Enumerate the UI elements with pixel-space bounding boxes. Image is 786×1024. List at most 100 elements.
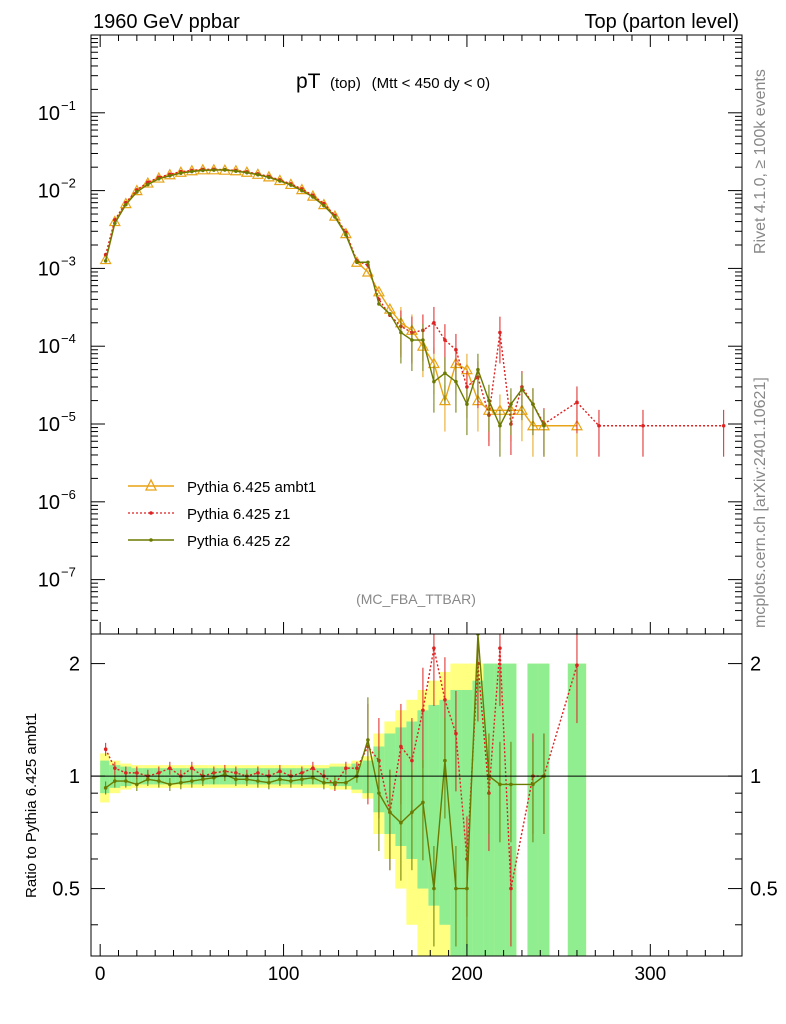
ratio-point <box>157 779 161 783</box>
data-point <box>520 387 524 392</box>
data-point <box>179 171 183 175</box>
data-point <box>103 259 108 263</box>
legend-marker-triangle <box>144 478 158 491</box>
ratio-point <box>465 886 469 891</box>
band-green-bin <box>567 663 587 956</box>
ratio-y-label: Ratio to Pythia 6.425 ambt1 <box>23 713 40 898</box>
data-point <box>399 330 403 335</box>
data-point <box>289 183 293 187</box>
ratio-y-tick-label: 2 <box>69 654 80 676</box>
data-point <box>168 173 172 178</box>
ratio-point <box>113 779 117 783</box>
data-point <box>443 371 447 375</box>
ratio-point <box>234 777 238 782</box>
ratio-point <box>531 782 535 787</box>
ratio-point <box>157 771 161 775</box>
ratio-point <box>443 698 447 702</box>
y-tick-label: 10 <box>38 103 60 125</box>
data-point <box>124 202 128 207</box>
legend-entry-z2: Pythia 6.425 z2 <box>128 533 290 550</box>
plot-title: pT (top) (Mtt < 450 dy < 0) <box>296 70 490 93</box>
data-point <box>146 182 150 187</box>
ratio-point <box>146 777 150 782</box>
legend: Pythia 6.425 ambt1 Pythia 6.425 z1 Pythi… <box>128 478 316 550</box>
band-green-bin <box>472 680 484 956</box>
data-point <box>421 338 425 342</box>
data-point <box>487 398 491 403</box>
data-point <box>157 176 161 181</box>
data-point <box>311 195 315 199</box>
header-right: Top (parton level) <box>584 11 739 33</box>
axis-ticks <box>91 34 742 956</box>
y-tick-label: 10 <box>38 336 60 358</box>
ratio-point <box>267 780 271 785</box>
ratio-point <box>311 775 315 780</box>
data-point <box>339 227 352 239</box>
ratio-y-tick-label-right: 0.5 <box>750 879 778 901</box>
ratio-point <box>399 820 403 825</box>
ratio-point <box>278 777 282 782</box>
ratio-point <box>355 766 359 770</box>
data-point <box>344 233 348 237</box>
data-point <box>322 203 326 208</box>
data-point <box>498 423 502 428</box>
ratio-point <box>410 810 414 815</box>
x-tick-label: 0 <box>95 964 106 985</box>
mcplots-label: mcplots.cern.ch [arXiv:2401.10621] <box>752 377 769 628</box>
ratio-point <box>234 771 238 775</box>
ratio-point <box>344 780 348 785</box>
y-tick-label: 10 <box>38 258 60 280</box>
data-point <box>174 166 187 177</box>
data-point <box>432 320 436 325</box>
data-point <box>185 164 198 176</box>
ratio-point <box>377 791 381 795</box>
ratio-point <box>289 779 293 783</box>
ratio-point <box>509 782 513 787</box>
header-left: 1960 GeV ppbar <box>93 11 240 33</box>
ratio-point <box>388 810 392 815</box>
data-point <box>454 347 458 352</box>
ratio-point <box>300 777 304 782</box>
legend-entry-z1: Pythia 6.425 z1 <box>128 506 290 523</box>
data-point <box>575 400 579 405</box>
band-green-bin <box>428 704 440 906</box>
ratio-point <box>212 775 216 780</box>
data-point <box>377 302 381 306</box>
y-tick-exponent: −1 <box>61 98 76 113</box>
ratio-point <box>168 766 172 770</box>
ratio-point <box>135 782 139 787</box>
data-point <box>99 253 112 265</box>
data-point <box>597 423 601 428</box>
data-point <box>476 367 480 372</box>
data-point <box>223 168 227 172</box>
ratio-point <box>432 646 436 650</box>
data-point <box>256 172 260 177</box>
data-point <box>410 338 414 342</box>
ratio-point <box>432 886 436 891</box>
ratio-line-1 <box>105 634 545 890</box>
data-point <box>267 175 271 180</box>
band-green-bin <box>100 760 110 794</box>
uncertainty-bands <box>100 663 587 956</box>
ratio-point <box>103 786 108 790</box>
ratio-point <box>256 771 260 775</box>
ratio-point <box>168 782 172 787</box>
band-green-bin <box>450 689 462 956</box>
ratio-point <box>190 779 194 783</box>
data-point <box>721 423 726 428</box>
ratio-point <box>443 758 447 763</box>
ratio-point <box>421 800 425 805</box>
y-tick-label: 10 <box>38 492 60 514</box>
data-point <box>355 260 359 265</box>
data-point <box>190 169 194 174</box>
ratio-panel-frame <box>90 633 743 957</box>
ratio-point <box>421 708 425 713</box>
ratio-point <box>179 780 183 785</box>
series-line-1 <box>104 168 724 427</box>
legend-label-ambt1: Pythia 6.425 ambt1 <box>187 479 316 496</box>
ratio-point <box>311 766 315 770</box>
data-point <box>278 179 282 183</box>
ratio-point <box>344 766 348 770</box>
ratio-point <box>113 766 117 770</box>
ratio-y-tick-label: 0.5 <box>52 879 80 901</box>
